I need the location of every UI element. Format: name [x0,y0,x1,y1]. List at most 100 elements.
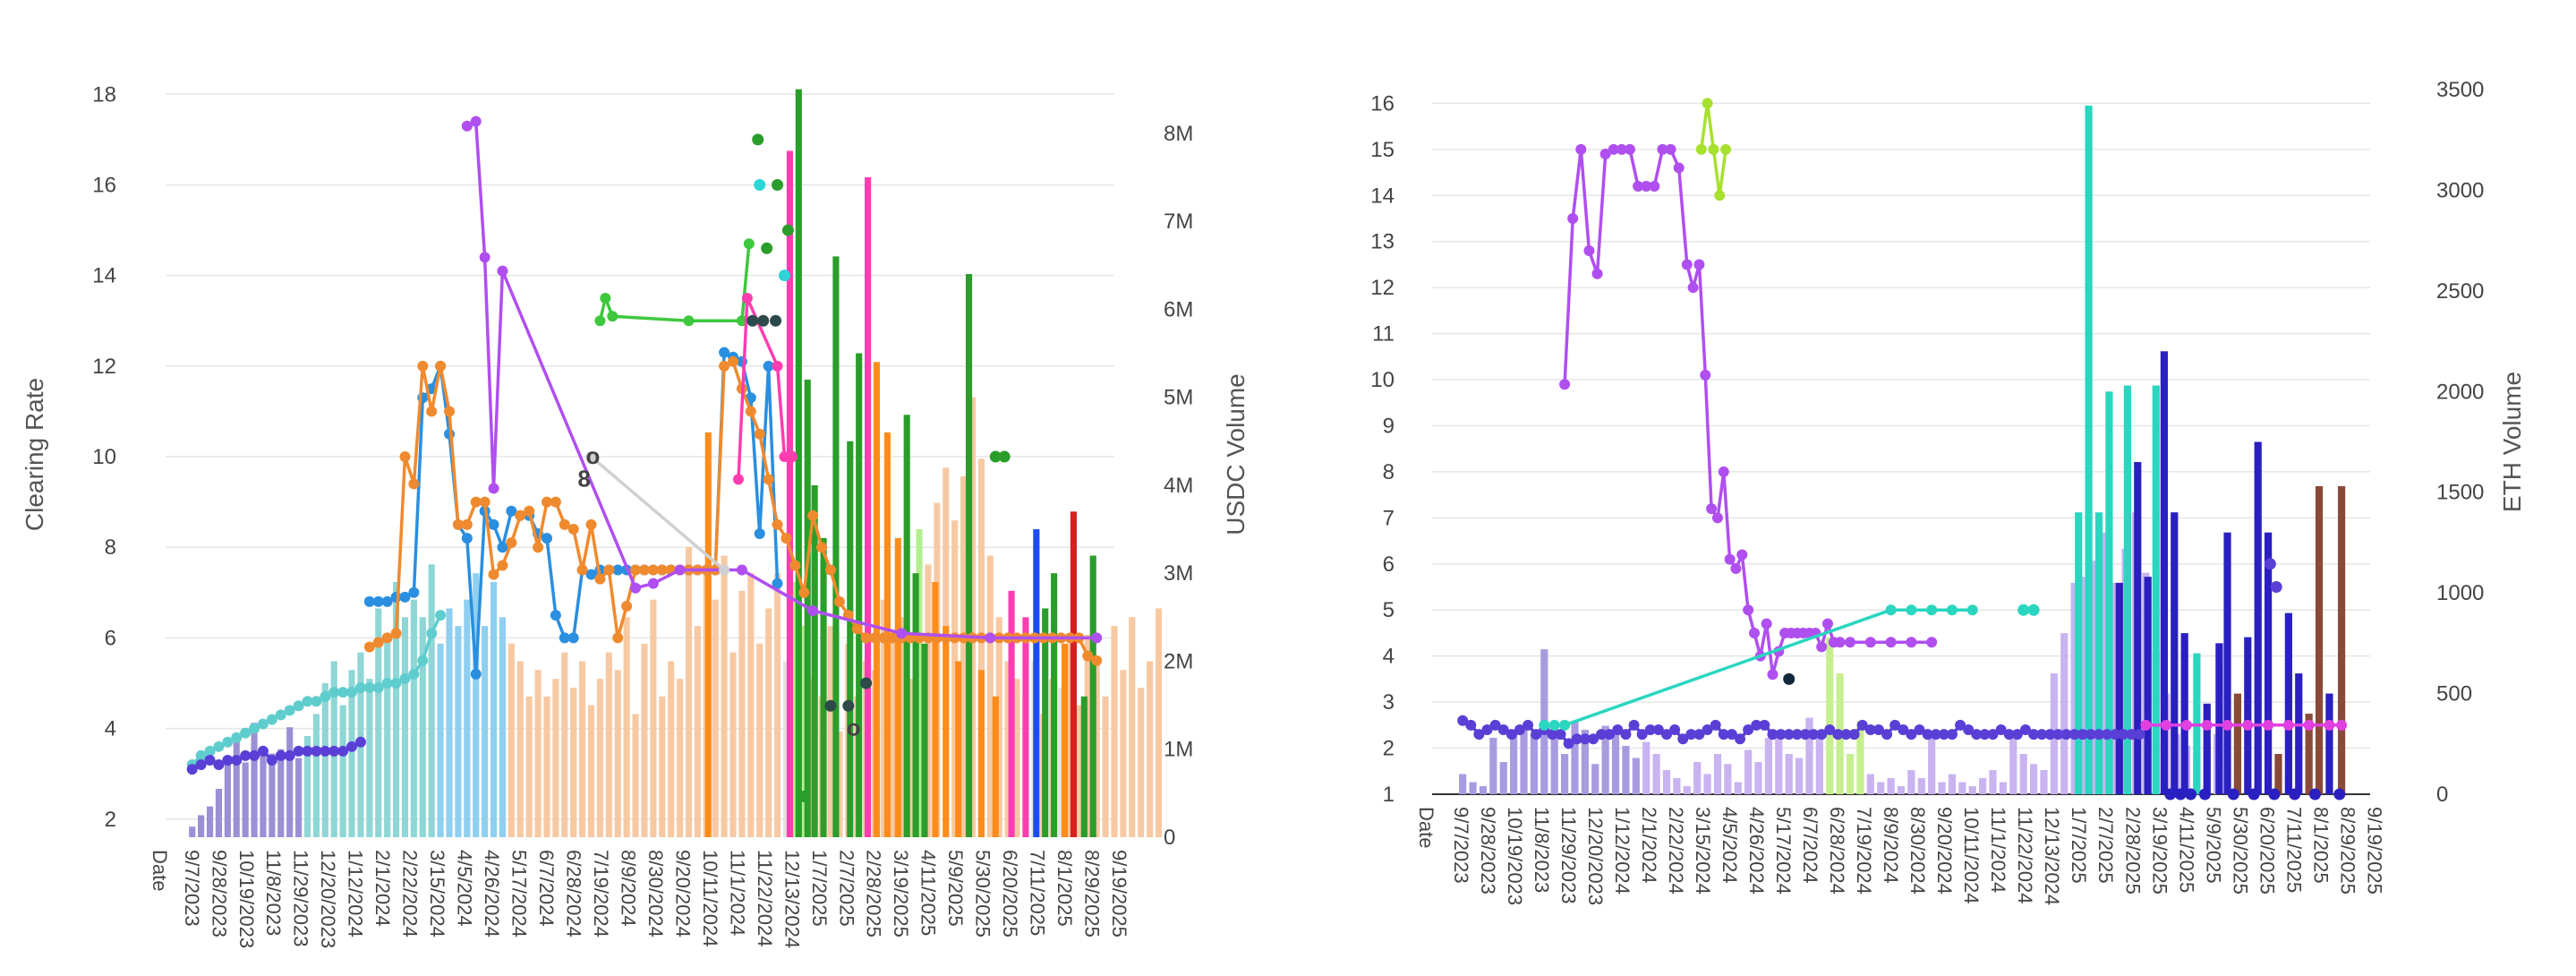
volume-bar [516,661,524,837]
rate-point-teal [302,696,313,707]
volume-bar-highlight [2254,441,2262,794]
volume-bar [1591,764,1599,794]
rate-point-indigo [1743,723,1754,735]
volume-bar-highlight [832,256,840,838]
rate-point-lime [1708,143,1719,155]
rate-point-indigo [1587,733,1599,745]
volume-bar-highlight [820,537,827,837]
rate-point-green [683,315,695,327]
rate-point-orange [444,406,456,417]
rate-point-indigo [1832,729,1844,741]
rate-point-indigo [222,754,234,766]
rate-point-orange [869,632,881,644]
volume-bar [1662,770,1671,794]
volume-bar [1795,758,1804,794]
x-tick-label: 4/11/2025 [2175,807,2197,893]
rate-marker [785,450,798,463]
volume-bar [375,608,382,837]
volume-bar [446,608,453,837]
volume-bar [977,458,985,837]
volume-bar [277,749,285,837]
x-tick-label: 6/7/2024 [535,850,558,927]
rate-point-orange [816,542,828,553]
rate-point-violet [1864,637,1876,648]
volume-bar [2080,577,2089,794]
rate-point-indigo [2093,729,2104,741]
volume-bar [570,687,577,837]
y2-axis-title: USDC Volume [1222,373,1250,535]
x-tick-label: 3/19/2025 [890,850,912,937]
rate-point-teal [284,705,295,716]
rate-point-teal [249,723,260,734]
volume-bar [437,643,444,837]
rate-point-orange [603,564,615,576]
x-tick-label: 12/20/2023 [1584,807,1607,905]
x-tick-label: 8/29/2025 [1081,850,1104,937]
rate-marker [2227,788,2239,800]
rate-point-blue [559,632,570,644]
y-tick-label: 12 [1370,276,1395,300]
volume-bar [1754,762,1762,794]
volume-bar [1683,786,1691,794]
y-tick-label: 3 [1383,690,1395,715]
volume-bar [1826,637,1834,794]
volume-bar [490,582,498,837]
rate-point-orange [390,628,402,639]
x-tick-label: 12/13/2024 [780,850,803,948]
rate-point-magenta [741,292,753,304]
rate-point-teal [363,682,375,694]
rate-point-teal [222,736,234,748]
volume-bar [632,714,639,837]
rate-point-teal [1559,719,1571,731]
rate-point-indigo [195,759,207,771]
volume-bar [1785,754,1793,794]
volume-bar [1004,661,1011,837]
rate-point-blue [719,347,730,358]
volume-bar [1601,725,1609,794]
rate-point-orange [860,632,872,644]
volume-bar [721,555,728,837]
volume-bar-highlight [2144,577,2152,794]
rate-point-indigo [2126,729,2137,741]
rate-point-indigo [1848,729,1860,741]
rate-point-gray-trace [719,564,730,576]
y-tick-label: 4 [105,717,116,741]
x-tick-label: 3/15/2024 [1692,807,1714,895]
rate-point-indigo [1767,729,1778,741]
rate-point-violet [1681,259,1693,270]
volume-bar [286,727,294,837]
volume-bar [960,476,968,837]
y2-tick-label: 1000 [2436,581,2484,605]
rate-point-violet [1591,268,1603,279]
x-tick-label: 11/22/2024 [754,850,776,946]
rate-point-magenta [2140,719,2152,731]
rate-point-violet [1748,627,1760,638]
letter-marker: 8 [577,465,590,492]
rate-point-orange [594,573,606,585]
y-tick-label: 2 [105,808,116,832]
rate-point-magenta [2282,719,2294,731]
rate-point-orange [497,560,508,571]
volume-bar [1968,786,1976,794]
rate-point-magenta [2201,719,2213,731]
volume-bar [1489,738,1497,794]
rate-point-orange [524,505,535,517]
rate-point-indigo [2011,729,2023,741]
rate-point-indigo [337,745,349,757]
rate-point-indigo [1906,729,1917,741]
rate-point-teal [1548,719,1560,731]
rate-point-indigo [1579,733,1591,745]
x-tick-label: 10/19/2023 [1504,807,1526,905]
volume-bar [543,696,550,837]
rate-point-violet [1641,181,1652,193]
y2-tick-label: 8M [1164,122,1193,146]
rate-point-orange [798,586,810,598]
rate-point-violet [1624,143,1635,155]
volume-bar [1887,778,1895,794]
volume-bar-highlight [1051,573,1058,837]
volume-bar [1703,774,1711,794]
x-tick-label: 11/8/2023 [1531,807,1553,893]
rate-point-magenta [2242,719,2254,731]
x-tick-label: 6/28/2024 [1826,807,1848,895]
rate-point-indigo [1726,729,1737,741]
